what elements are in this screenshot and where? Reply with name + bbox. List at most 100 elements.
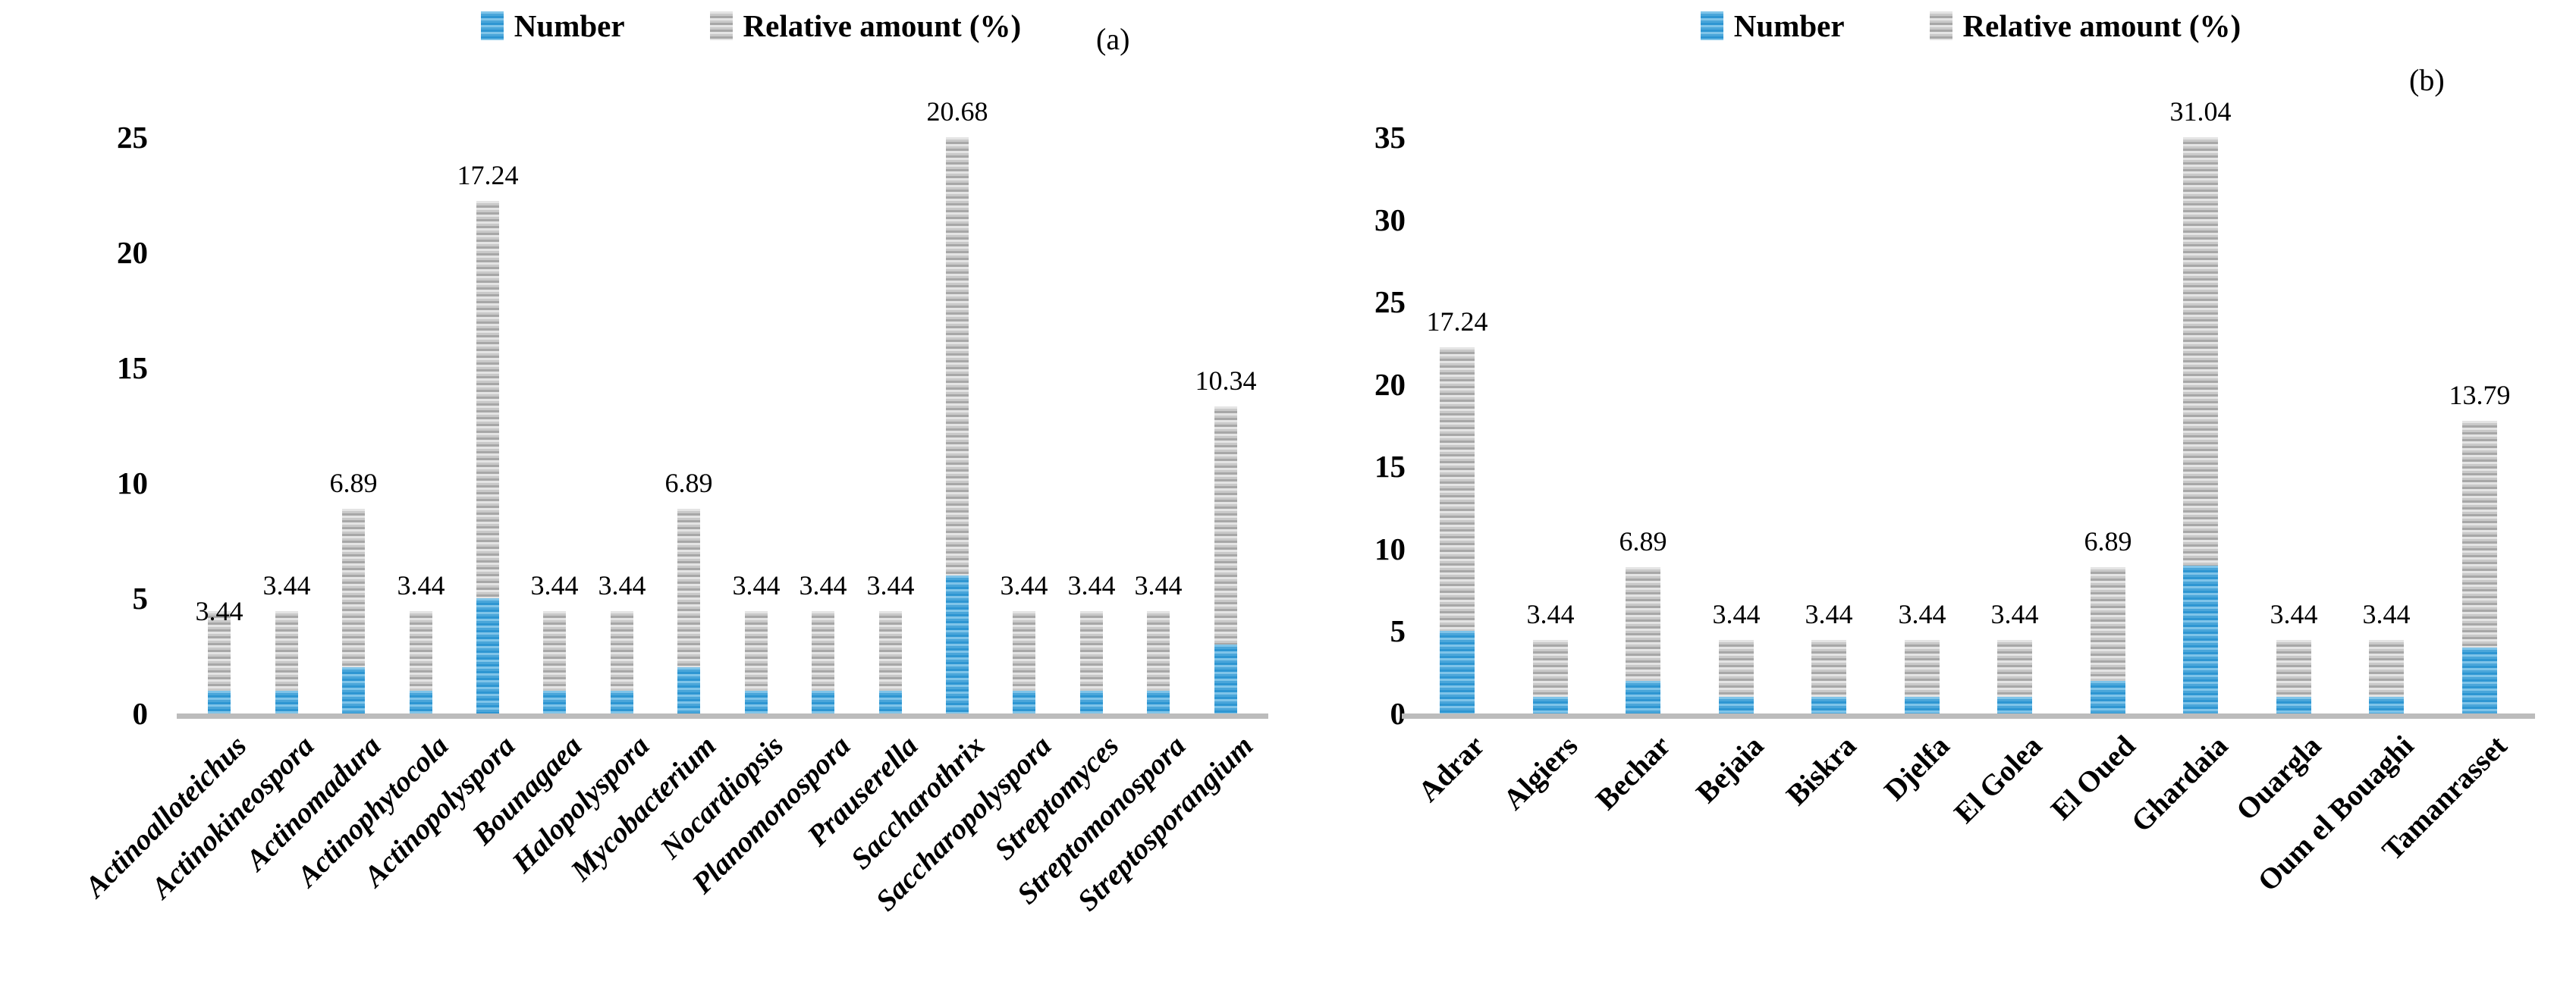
bar-segment-number <box>208 691 231 713</box>
legend-item: Number <box>480 8 625 44</box>
bar-segment-relative-amount <box>208 611 231 691</box>
bar-segment-relative-amount <box>1626 567 1660 681</box>
bar-actinopolyspora <box>476 201 499 713</box>
bar-actinomadura <box>342 509 365 713</box>
bar-nocardiopsis <box>745 611 768 713</box>
bar-value-label: 10.34 <box>1195 365 1257 396</box>
bar-segment-relative-amount <box>1440 347 1475 631</box>
y-tick-label: 25 <box>117 120 148 155</box>
y-tick-label: 20 <box>117 235 148 270</box>
chart-panel-a: Number Relative amount (%) (a) 0 5 10 15 20 25 3.… <box>79 8 1268 917</box>
bar-segment-relative-amount <box>342 509 365 667</box>
bar-segment-number <box>2183 566 2218 713</box>
bar-ghardaia <box>2183 137 2218 713</box>
bar-segment-relative-amount <box>1080 611 1103 691</box>
bar-segment-number <box>677 667 700 713</box>
bar-value-label: 3.44 <box>397 570 445 601</box>
bar-saccharothrix <box>946 137 969 713</box>
bar-actinokineospora <box>275 611 298 713</box>
legend-label: Number <box>514 8 625 43</box>
bar-value-label: 6.89 <box>2084 526 2132 557</box>
bar-value-label: 3.44 <box>1000 570 1048 601</box>
bar-value-label: 6.89 <box>329 468 378 498</box>
bar-actinophytocola <box>410 611 432 713</box>
y-tick-label: 5 <box>132 581 149 616</box>
bar-segment-relative-amount <box>1997 640 2032 697</box>
bar-value-label: 3.44 <box>2270 599 2318 629</box>
legend-swatch-number-icon <box>1700 11 1723 40</box>
bar-value-label: 3.44 <box>1067 570 1116 601</box>
legend-swatch-relative-icon <box>709 11 733 40</box>
bar-segment-relative-amount <box>611 611 633 691</box>
bar-value-label: 3.44 <box>2362 599 2411 629</box>
bar-el-oued <box>2091 567 2125 713</box>
legend-swatch-relative-icon <box>1929 11 1952 40</box>
legend-item: Relative amount (%) <box>709 8 1021 44</box>
bar-bechar <box>1626 567 1660 713</box>
bar-tamanrasset <box>2462 421 2497 713</box>
bar-segment-relative-amount <box>812 611 834 691</box>
bar-segment-number <box>1811 697 1846 713</box>
bar-segment-number <box>2091 681 2125 713</box>
bar-value-label: 6.89 <box>1619 526 1667 557</box>
bar-value-label: 3.44 <box>866 570 915 601</box>
bar-segment-number <box>2369 697 2404 713</box>
bar-segment-number <box>2462 648 2497 713</box>
y-tick-label: 10 <box>117 466 148 500</box>
bar-actinoalloteichus <box>208 611 231 713</box>
legend: Number Relative amount (%) <box>273 8 1229 44</box>
bar-segment-relative-amount <box>1905 640 1940 697</box>
bar-segment-number <box>1719 697 1754 713</box>
bar-oum-el-bouaghi <box>2369 640 2404 713</box>
bar-segment-number <box>1533 697 1568 713</box>
panel-letter-label: (b) <box>2409 63 2445 97</box>
y-tick-label: 25 <box>1374 284 1406 319</box>
bar-segment-number <box>543 691 566 713</box>
bar-segment-number <box>1997 697 2032 713</box>
bar-djelfa <box>1905 640 1940 713</box>
y-tick-label: 10 <box>1374 532 1406 566</box>
bar-segment-number <box>410 691 432 713</box>
bar-segment-number <box>342 667 365 713</box>
bar-bejaia <box>1719 640 1754 713</box>
bar-segment-number <box>1080 691 1103 713</box>
bar-saccharopolyspora <box>1013 611 1035 713</box>
bar-segment-relative-amount <box>1214 406 1237 644</box>
bar-segment-relative-amount <box>677 509 700 667</box>
bar-value-label: 20.68 <box>926 96 988 127</box>
legend: Number Relative amount (%) <box>1493 8 2449 44</box>
bar-segment-relative-amount <box>879 611 902 691</box>
y-tick-label: 30 <box>1374 202 1406 237</box>
bar-value-label: 17.24 <box>1426 306 1488 337</box>
chart-panel-b: Number Relative amount (%) (b) 0 5 10 15 20 25 30… <box>1288 0 2576 991</box>
bar-el-golea <box>1997 640 2032 713</box>
bar-prauserella <box>879 611 902 713</box>
bar-value-label: 3.44 <box>598 570 646 601</box>
bar-streptomonospora <box>1147 611 1170 713</box>
bar-segment-number <box>1214 644 1237 713</box>
bar-segment-number <box>879 691 902 713</box>
bar-segment-number <box>275 691 298 713</box>
legend-label: Number <box>1733 8 1845 43</box>
bar-bounagaea <box>543 611 566 713</box>
bar-biskra <box>1811 640 1846 713</box>
bar-segment-number <box>745 691 768 713</box>
bar-value-label: 6.89 <box>664 468 713 498</box>
bar-segment-relative-amount <box>2183 137 2218 566</box>
y-tick-label: 35 <box>1374 120 1406 155</box>
panel-letter-label: (a) <box>1096 22 1130 56</box>
bar-segment-relative-amount <box>1719 640 1754 697</box>
bar-segment-number <box>1905 697 1940 713</box>
y-tick-label: 15 <box>117 350 148 385</box>
y-tick-label: 0 <box>1390 696 1406 731</box>
bar-value-label: 3.44 <box>1526 599 1575 629</box>
bar-value-label: 3.44 <box>1134 570 1183 601</box>
x-axis-line <box>1402 713 2535 719</box>
bar-value-label: 3.44 <box>195 596 243 626</box>
bar-segment-number <box>2276 697 2311 713</box>
bar-segment-number <box>812 691 834 713</box>
bar-algiers <box>1533 640 1568 713</box>
legend-item: Relative amount (%) <box>1929 8 2241 44</box>
y-tick-label: 5 <box>1390 613 1406 648</box>
